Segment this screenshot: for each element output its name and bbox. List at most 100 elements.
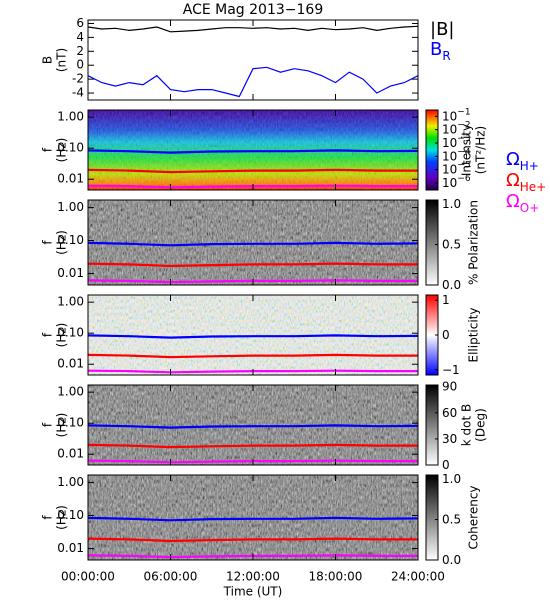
y-tick-label: 4 bbox=[76, 30, 84, 44]
colorbar-tick-label-base: 10 bbox=[442, 176, 457, 190]
x-tick-label: 00:00:00 bbox=[61, 570, 115, 584]
colorbar-tick-label-base: 30 bbox=[442, 431, 457, 445]
colorbar-tick-label: 60 bbox=[442, 405, 457, 419]
colorbar-tick-label: 1.0 bbox=[442, 472, 461, 486]
y-tick-label: 0.01 bbox=[57, 541, 84, 555]
plot-frame bbox=[87, 19, 419, 101]
x-axis-label: Time (UT) bbox=[223, 585, 283, 599]
colorbar-tick-label-base: 10 bbox=[442, 162, 457, 176]
series-line bbox=[87, 66, 419, 98]
series-line bbox=[87, 149, 419, 154]
colorbar-tick-label: 0 bbox=[442, 328, 450, 342]
series-line bbox=[87, 424, 419, 429]
y-tick-label: 0 bbox=[76, 58, 84, 72]
colorbar-tick-label-base: 10 bbox=[442, 109, 457, 123]
y-axis-label: f bbox=[41, 240, 55, 245]
colorbar-tick-label-exponent: −5 bbox=[457, 160, 470, 170]
legend-entry: ΩHe+ bbox=[506, 170, 546, 194]
series-line bbox=[87, 25, 419, 33]
legend-subscript: O+ bbox=[520, 201, 540, 215]
colorbar-tick-label: 0.5 bbox=[442, 237, 461, 251]
colorbar-tick-label: 10−2 bbox=[442, 120, 471, 136]
colorbar-tick-label: 30 bbox=[442, 431, 457, 445]
colorbar-tick-label-base: 60 bbox=[442, 405, 457, 419]
series-line bbox=[87, 353, 418, 359]
series-line bbox=[87, 168, 418, 174]
legend-subscript: R bbox=[442, 49, 450, 63]
y-tick-label: -4 bbox=[72, 86, 84, 100]
colorbar-tick-label: 10−3 bbox=[442, 134, 471, 150]
colorbar-tick-label-base: 10 bbox=[442, 122, 457, 136]
series-line bbox=[87, 516, 419, 522]
legend-entry: BR bbox=[430, 39, 451, 63]
colorbar-tick-label: 1.0 bbox=[442, 197, 461, 211]
y-axis-label: f bbox=[41, 332, 55, 337]
y-tick-label: 1.00 bbox=[57, 475, 84, 489]
colorbar-tick-label-base: 90 bbox=[442, 379, 457, 393]
colorbar-tick-label: 0.5 bbox=[442, 512, 461, 526]
y-tick-label: 0.01 bbox=[57, 447, 84, 461]
colorbar-tick-label-exponent: −6 bbox=[457, 174, 471, 184]
spectrogram-texture bbox=[88, 200, 418, 285]
legend-name: |B| bbox=[430, 19, 454, 40]
colorbar-tick-label-base: 0.5 bbox=[442, 237, 461, 251]
y-axis-label: f bbox=[41, 422, 55, 427]
y-axis-label: (Hz) bbox=[55, 323, 69, 348]
legend-entry: |B| bbox=[430, 19, 454, 40]
y-tick-label: 1.00 bbox=[57, 110, 84, 124]
legend-name: Ω bbox=[506, 170, 520, 191]
colorbar-tick-label-base: 10 bbox=[442, 136, 457, 150]
y-axis-label: (Hz) bbox=[55, 230, 69, 255]
colorbar-tick-label: 0 bbox=[442, 458, 450, 472]
series-line bbox=[87, 241, 419, 247]
y-tick-label: 1.00 bbox=[57, 385, 84, 399]
legend-subscript: He+ bbox=[520, 180, 546, 194]
colorbar-tick-label-exponent: −2 bbox=[457, 120, 470, 130]
colorbar-tick-label: 0.0 bbox=[442, 278, 461, 292]
colorbar bbox=[425, 109, 439, 191]
colorbar-tick-label-base: −1 bbox=[442, 362, 460, 376]
y-tick-label: 0.10 bbox=[57, 416, 84, 430]
legend-name: B bbox=[430, 39, 442, 60]
legend-subscript: H+ bbox=[520, 159, 539, 173]
series-line bbox=[87, 262, 418, 268]
y-axis-label: (Hz) bbox=[55, 413, 69, 438]
legend-entry: ΩO+ bbox=[506, 191, 539, 215]
y-axis-label: B bbox=[41, 56, 55, 64]
colorbar-label: (nT²/Hz) bbox=[474, 126, 488, 174]
y-tick-label: 1.00 bbox=[57, 295, 84, 309]
y-tick-label: 6 bbox=[76, 16, 84, 30]
y-tick-label: 0.10 bbox=[57, 233, 84, 247]
colorbar-tick-label-base: 10 bbox=[442, 149, 457, 163]
colorbar-tick-label-base: 0.0 bbox=[442, 553, 461, 567]
colorbar-label: % Polarization bbox=[467, 200, 481, 285]
x-tick-label: 18:00:00 bbox=[309, 570, 363, 584]
x-tick-label: 12:00:00 bbox=[226, 570, 280, 584]
colorbar-tick-label: 90 bbox=[442, 379, 457, 393]
colorbar-tick-label-exponent: −4 bbox=[457, 147, 471, 157]
spectrogram-texture bbox=[88, 475, 418, 560]
colorbar-tick-label: 10−5 bbox=[442, 160, 471, 176]
colorbar-label: (Deg) bbox=[474, 408, 488, 442]
legend-name: Ω bbox=[506, 191, 520, 212]
colorbar-label: Ellipticity bbox=[467, 308, 481, 363]
colorbar bbox=[425, 199, 439, 286]
colorbar-tick-label-base: 0.5 bbox=[442, 512, 461, 526]
colorbar-tick-label-base: 1.0 bbox=[442, 197, 461, 211]
y-tick-label: 0.01 bbox=[57, 172, 84, 186]
series-line bbox=[87, 334, 419, 339]
legend-entry: ΩH+ bbox=[506, 149, 539, 173]
colorbar-tick-label: 10−6 bbox=[442, 174, 471, 190]
colorbar-tick-label-base: 1.0 bbox=[442, 472, 461, 486]
colorbar-tick-label-base: 0 bbox=[442, 328, 450, 342]
series-line bbox=[87, 537, 418, 543]
y-tick-label: 0.10 bbox=[57, 508, 84, 522]
y-axis-label: (Hz) bbox=[55, 505, 69, 530]
y-axis-label: f bbox=[41, 147, 55, 152]
y-tick-label: 1.00 bbox=[57, 200, 84, 214]
colorbar-label: Intensity bbox=[460, 124, 474, 176]
y-tick-label: -2 bbox=[72, 72, 84, 86]
colorbar-tick-label: 0.0 bbox=[442, 553, 461, 567]
colorbar-tick-label-exponent: −3 bbox=[457, 134, 470, 144]
